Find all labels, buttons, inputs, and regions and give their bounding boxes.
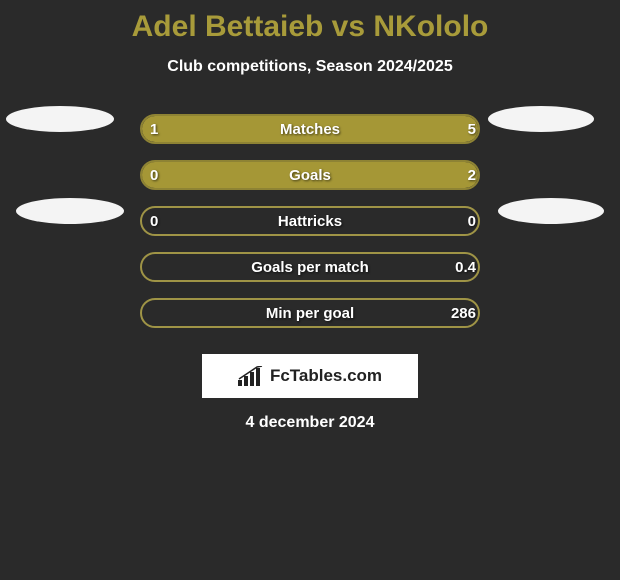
metric-row: 1Matches5 [0,106,620,152]
value-right: 5 [430,121,476,138]
metric-row: Goals per match0.4 [0,244,620,290]
metric-label: Hattricks [140,213,480,230]
value-right: 0 [430,213,476,230]
metric-label: Matches [140,121,480,138]
value-right: 2 [430,167,476,184]
subtitle: Club competitions, Season 2024/2025 [0,58,620,76]
bars-icon [238,366,264,386]
metric-row: 0Hattricks0 [0,198,620,244]
brand-label: FcTables.com [270,366,382,386]
left-player-marker [6,106,114,132]
value-right: 286 [430,305,476,322]
value-right: 0.4 [430,259,476,276]
right-player-marker [488,106,594,132]
date-label: 4 december 2024 [0,414,620,432]
metric-label: Goals [140,167,480,184]
comparison-chart: 1Matches50Goals20Hattricks0Goals per mat… [0,106,620,336]
metric-label: Min per goal [140,305,480,322]
metric-row: 0Goals2 [0,152,620,198]
brand-badge: FcTables.com [202,354,418,398]
metric-label: Goals per match [140,259,480,276]
page-title: Adel Bettaieb vs NKololo [0,0,620,44]
metric-row: Min per goal286 [0,290,620,336]
